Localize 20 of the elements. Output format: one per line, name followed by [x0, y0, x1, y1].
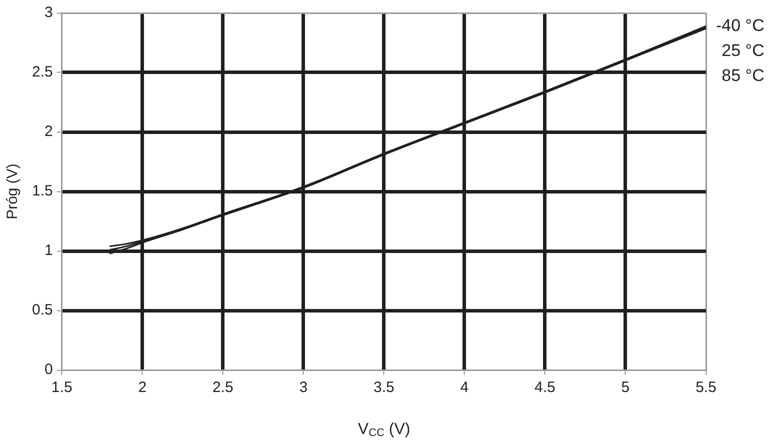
x-tick-label: 4	[460, 379, 469, 396]
y-axis-title: Próg (V)	[4, 164, 22, 220]
x-tick-label: 5.5	[696, 379, 716, 396]
y-tick-label: 2	[44, 123, 53, 140]
x-tick-label: 3.5	[373, 379, 394, 396]
x-tick-label: 2.5	[212, 379, 234, 396]
y-tick-label: 2.5	[32, 64, 53, 81]
x-axis-title: V$_{CC}$ (V)	[358, 421, 410, 440]
series-label: 25 °C	[722, 40, 764, 60]
x-tick-label: 5	[621, 379, 630, 396]
y-tick-label: 1	[44, 242, 53, 260]
x-tick-label: 4.5	[534, 379, 556, 396]
text: 85 °C	[722, 66, 764, 85]
y-tick-label: 0.5	[32, 302, 53, 319]
y-tick-label: 3	[44, 4, 53, 22]
x-tick-label: 2	[138, 379, 147, 396]
y-tick-label: 1.5	[32, 182, 53, 200]
x-tick-label: 3	[299, 379, 308, 396]
y-tick-label: 0	[44, 361, 53, 378]
series-label: -40 °C	[716, 16, 764, 35]
